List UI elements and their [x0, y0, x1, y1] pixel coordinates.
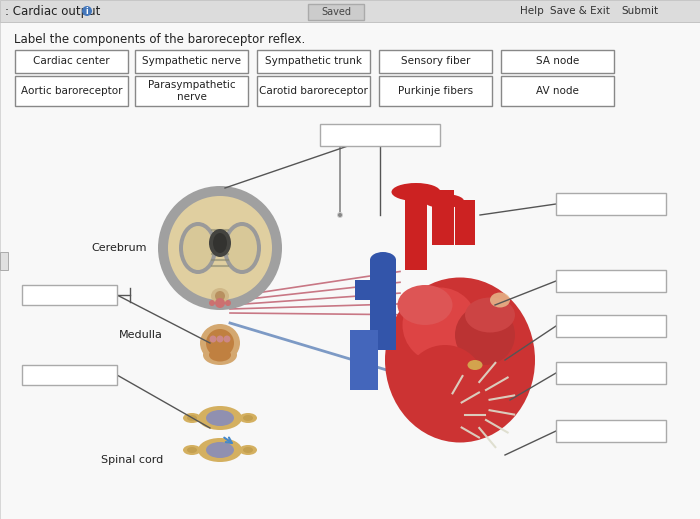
- Ellipse shape: [391, 183, 440, 201]
- Bar: [556, 420, 666, 442]
- Ellipse shape: [468, 360, 482, 370]
- Text: SA node: SA node: [536, 57, 579, 66]
- Text: Spinal cord: Spinal cord: [101, 455, 163, 465]
- Ellipse shape: [370, 252, 396, 268]
- Ellipse shape: [243, 415, 253, 421]
- Text: Label the components of the baroreceptor reflex.: Label the components of the baroreceptor…: [14, 34, 305, 47]
- Bar: [432, 190, 454, 245]
- Ellipse shape: [385, 278, 535, 443]
- Text: Help: Help: [520, 6, 544, 16]
- Bar: [308, 4, 364, 20]
- Ellipse shape: [206, 442, 234, 458]
- Circle shape: [215, 298, 225, 308]
- Circle shape: [168, 196, 272, 300]
- Circle shape: [216, 335, 223, 343]
- Circle shape: [225, 300, 231, 306]
- Ellipse shape: [213, 233, 227, 253]
- Ellipse shape: [179, 222, 217, 274]
- Bar: [556, 362, 666, 384]
- Text: Parasympathetic
nerve: Parasympathetic nerve: [148, 80, 235, 102]
- Bar: [135, 50, 248, 73]
- Ellipse shape: [206, 410, 234, 426]
- Ellipse shape: [183, 445, 201, 455]
- Bar: [379, 76, 492, 106]
- Ellipse shape: [183, 413, 201, 423]
- Ellipse shape: [198, 438, 242, 462]
- Text: : Cardiac output: : Cardiac output: [5, 5, 100, 18]
- Bar: [355, 280, 395, 300]
- Circle shape: [209, 335, 216, 343]
- Bar: [320, 124, 440, 146]
- Ellipse shape: [203, 345, 237, 365]
- Bar: [556, 315, 666, 337]
- Circle shape: [158, 186, 282, 310]
- Circle shape: [338, 213, 342, 217]
- Text: Saved: Saved: [321, 7, 351, 17]
- Ellipse shape: [183, 226, 213, 270]
- Bar: [405, 190, 427, 270]
- Ellipse shape: [206, 329, 234, 357]
- Bar: [15, 50, 128, 73]
- Bar: [22, 365, 117, 385]
- Ellipse shape: [187, 447, 197, 453]
- Bar: [135, 76, 248, 106]
- Text: Carotid baroreceptor: Carotid baroreceptor: [259, 86, 368, 96]
- Circle shape: [337, 212, 343, 218]
- Circle shape: [209, 300, 215, 306]
- Bar: [22, 285, 117, 305]
- Bar: [0, 252, 8, 270]
- Ellipse shape: [239, 445, 257, 455]
- Ellipse shape: [227, 226, 257, 270]
- Ellipse shape: [198, 406, 242, 430]
- Bar: [257, 76, 370, 106]
- Bar: [350, 330, 378, 390]
- Ellipse shape: [209, 348, 231, 362]
- Text: Save & Exit: Save & Exit: [550, 6, 610, 16]
- Text: Medulla: Medulla: [119, 330, 163, 340]
- Ellipse shape: [209, 229, 231, 257]
- Ellipse shape: [243, 447, 253, 453]
- Ellipse shape: [187, 415, 197, 421]
- Bar: [556, 270, 666, 292]
- Ellipse shape: [465, 297, 515, 333]
- Text: Sympathetic nerve: Sympathetic nerve: [142, 57, 241, 66]
- Ellipse shape: [239, 413, 257, 423]
- Text: Purkinje fibers: Purkinje fibers: [398, 86, 473, 96]
- Text: Cardiac center: Cardiac center: [33, 57, 110, 66]
- Text: Submit: Submit: [622, 6, 659, 16]
- Circle shape: [223, 335, 230, 343]
- Ellipse shape: [223, 222, 261, 274]
- Ellipse shape: [200, 324, 240, 362]
- Circle shape: [82, 6, 92, 16]
- Ellipse shape: [405, 345, 485, 425]
- Bar: [556, 193, 666, 215]
- Text: Sensory fiber: Sensory fiber: [401, 57, 470, 66]
- Ellipse shape: [455, 305, 515, 365]
- Bar: [0, 0, 700, 22]
- Bar: [15, 76, 128, 106]
- Ellipse shape: [402, 288, 477, 362]
- Bar: [257, 50, 370, 73]
- Text: Sympathetic trunk: Sympathetic trunk: [265, 57, 362, 66]
- Ellipse shape: [215, 291, 225, 301]
- Text: Aortic baroreceptor: Aortic baroreceptor: [21, 86, 122, 96]
- Ellipse shape: [398, 285, 452, 325]
- Ellipse shape: [490, 293, 510, 307]
- Ellipse shape: [211, 288, 229, 304]
- Text: Cerebrum: Cerebrum: [92, 243, 147, 253]
- Bar: [379, 50, 492, 73]
- Text: i: i: [85, 7, 88, 16]
- Ellipse shape: [424, 194, 464, 208]
- Bar: [501, 76, 614, 106]
- Text: AV node: AV node: [536, 86, 579, 96]
- Bar: [501, 50, 614, 73]
- Bar: [370, 260, 396, 350]
- Bar: [455, 200, 475, 245]
